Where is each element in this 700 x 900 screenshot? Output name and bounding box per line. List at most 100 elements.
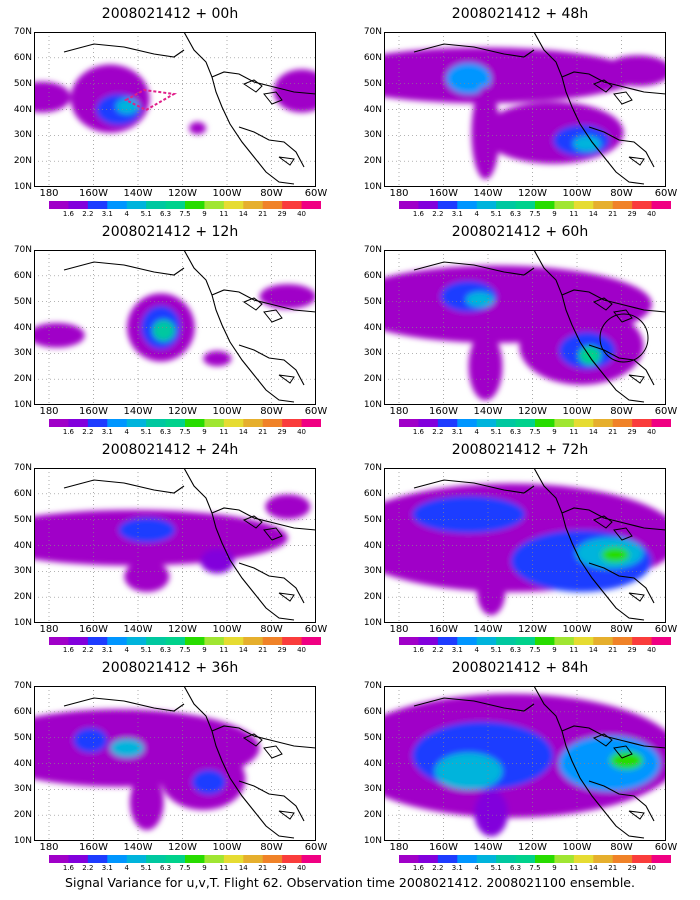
colorbar-swatch <box>593 855 614 863</box>
colorbar-swatch <box>554 637 575 645</box>
lat-label: 60N <box>363 270 382 281</box>
colorbar <box>399 637 671 645</box>
colorbar-swatch <box>301 855 321 863</box>
variance-contour <box>434 752 503 790</box>
colorbar-swatch <box>535 201 555 209</box>
colorbar-label: 6.3 <box>509 646 522 654</box>
colorbar-swatch <box>437 855 458 863</box>
lon-label: 120W <box>168 624 197 635</box>
colorbar-label: 29 <box>277 428 287 436</box>
lat-label: 50N <box>363 78 382 89</box>
lon-label: 180 <box>389 188 409 199</box>
colorbar-label: 2.2 <box>432 864 444 872</box>
lat-label: 30N <box>13 348 32 359</box>
colorbar-label: 14 <box>588 864 598 872</box>
lon-label: 120W <box>518 624 547 635</box>
lat-label: 50N <box>13 514 32 525</box>
variance-contour <box>446 63 492 94</box>
colorbar-label: 9 <box>202 864 207 872</box>
lat-label: 10N <box>363 182 382 192</box>
colorbar-swatch <box>262 419 283 427</box>
lon-label: 100W <box>212 188 242 199</box>
colorbar-label: 3.1 <box>101 864 113 872</box>
colorbar-label: 1.6 <box>412 864 424 872</box>
colorbar-swatch <box>399 201 419 209</box>
colorbar-swatch <box>651 637 671 645</box>
colorbar-swatch <box>515 855 536 863</box>
colorbar-label: 7.5 <box>179 428 191 436</box>
panel-title: 2008021412 + 00h <box>101 6 239 22</box>
lon-label: 180 <box>39 406 59 417</box>
variance-contour <box>384 47 638 104</box>
lat-label: 60N <box>13 488 32 499</box>
lat-label: 10N <box>363 618 382 628</box>
colorbar-swatch <box>243 419 264 427</box>
lat-label: 40N <box>13 540 32 551</box>
colorbar-swatch <box>87 419 108 427</box>
lon-label: 80W <box>260 624 283 635</box>
colorbar-swatch <box>476 201 497 209</box>
colorbar-swatch <box>126 855 147 863</box>
lon-label: 120W <box>518 406 547 417</box>
panel-title: 2008021412 + 84h <box>451 660 589 676</box>
colorbar-label: 4 <box>474 646 479 654</box>
colorbar-swatch <box>593 201 614 209</box>
lat-label: 20N <box>363 374 382 385</box>
colorbar-swatch <box>49 201 69 209</box>
variance-contour <box>129 774 164 831</box>
lon-label: 120W <box>518 842 547 853</box>
colorbar-label: 1.6 <box>412 428 424 436</box>
colorbar-label: 29 <box>627 210 637 218</box>
colorbar <box>49 419 321 427</box>
colorbar-label: 5.1 <box>140 864 152 872</box>
lat-label: 20N <box>363 592 382 603</box>
colorbar-label: 4 <box>474 210 479 218</box>
lat-label: 70N <box>13 681 32 691</box>
colorbar-swatch <box>204 419 225 427</box>
lat-label: 50N <box>13 732 32 743</box>
variance-contour <box>273 69 316 113</box>
map-field <box>34 250 316 405</box>
lon-label: 120W <box>168 842 197 853</box>
lon-label: 80W <box>260 188 283 199</box>
colorbar-swatch <box>146 855 167 863</box>
colorbar-swatch <box>107 637 128 645</box>
colorbar-label: 5.1 <box>140 210 152 218</box>
lat-label: 20N <box>13 810 32 821</box>
lat-label: 70N <box>13 463 32 473</box>
lat-label: 10N <box>363 400 382 410</box>
colorbar-label: 9 <box>552 428 557 436</box>
colorbar-swatch <box>632 419 653 427</box>
lat-label: 40N <box>363 104 382 115</box>
colorbar-swatch <box>496 637 517 645</box>
lon-label: 100W <box>562 406 592 417</box>
lon-label: 60W <box>654 406 678 417</box>
colorbar-swatch <box>593 637 614 645</box>
lat-label: 20N <box>363 156 382 167</box>
lat-label: 20N <box>363 810 382 821</box>
lat-label: 30N <box>13 130 32 141</box>
colorbar-swatch <box>49 637 69 645</box>
colorbar-swatch <box>68 419 89 427</box>
variance-contour <box>578 346 602 365</box>
colorbar-label: 11 <box>569 428 579 436</box>
lon-label: 180 <box>39 188 59 199</box>
lat-label: 30N <box>13 566 32 577</box>
lon-label: 140W <box>123 188 153 199</box>
colorbar <box>49 201 321 209</box>
colorbar-swatch <box>204 201 225 209</box>
variance-contour <box>558 735 661 792</box>
colorbar-swatch <box>126 419 147 427</box>
colorbar-label: 14 <box>238 864 248 872</box>
colorbar-swatch <box>573 855 594 863</box>
colorbar-label: 2.2 <box>82 646 94 654</box>
panel-title: 2008021412 + 72h <box>451 442 589 458</box>
lon-label: 100W <box>212 406 242 417</box>
colorbar-swatch <box>554 201 575 209</box>
lat-label: 60N <box>363 488 382 499</box>
colorbar-label: 3.1 <box>101 428 113 436</box>
colorbar-swatch <box>476 419 497 427</box>
colorbar-swatch <box>593 419 614 427</box>
map-field <box>34 468 316 623</box>
colorbar-swatch <box>165 201 186 209</box>
